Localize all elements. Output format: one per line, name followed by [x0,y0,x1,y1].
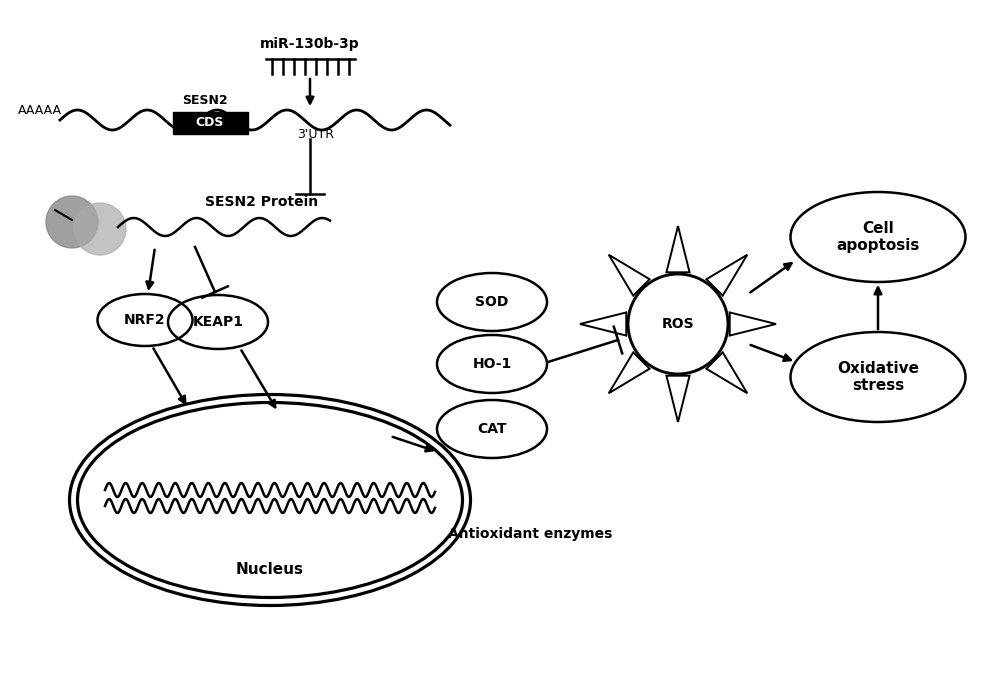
Text: Oxidative
stress: Oxidative stress [837,361,919,393]
Text: ROS: ROS [662,317,694,331]
Circle shape [46,196,98,248]
Text: miR-130b-3p: miR-130b-3p [260,37,360,51]
Text: SESN2: SESN2 [182,93,228,107]
Text: SOD: SOD [475,295,509,309]
Text: NRF2: NRF2 [124,313,166,327]
Text: Antioxidant enzymes: Antioxidant enzymes [448,527,612,541]
Text: HO-1: HO-1 [472,357,512,371]
FancyBboxPatch shape [173,112,248,134]
Text: CAT: CAT [477,422,507,436]
Text: KEAP1: KEAP1 [192,315,244,329]
Circle shape [74,203,126,255]
Text: Cell
apoptosis: Cell apoptosis [836,221,920,253]
Text: SESN2 Protein: SESN2 Protein [205,195,318,209]
Text: 3'UTR: 3'UTR [298,127,334,140]
Text: CDS: CDS [196,116,224,129]
Text: AAAAA: AAAAA [18,104,62,116]
Text: Nucleus: Nucleus [236,563,304,578]
